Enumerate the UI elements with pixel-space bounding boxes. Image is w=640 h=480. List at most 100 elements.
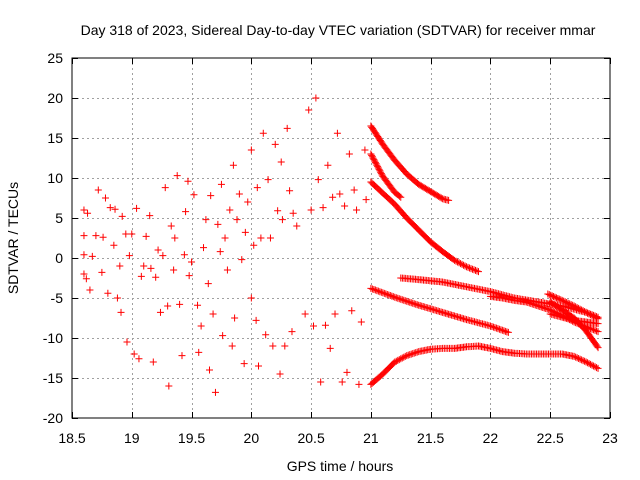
data-point-116: [336, 190, 344, 198]
track-6-point-72: [594, 328, 602, 336]
data-point-82: [252, 316, 260, 324]
data-point-17: [113, 294, 121, 302]
y-tick-label-0: -20: [43, 410, 63, 426]
track-5-point-139: [578, 356, 586, 364]
data-point-111: [324, 161, 332, 169]
track-2-point-83: [467, 265, 475, 273]
data-point-84: [255, 362, 263, 370]
data-point-15: [110, 241, 118, 249]
data-point-86: [259, 129, 267, 137]
data-point-125: [357, 318, 365, 326]
track-5-point-145: [587, 360, 595, 368]
track-5-point-141: [581, 357, 589, 365]
plot-frame: [71, 57, 611, 419]
data-point-122: [350, 186, 358, 194]
data-point-94: [277, 158, 285, 166]
track-8-point-16: [567, 301, 575, 309]
track-8-point-17: [569, 301, 577, 309]
data-point-100: [289, 209, 297, 217]
data-point-49: [184, 177, 192, 185]
data-point-22: [123, 338, 131, 346]
data-point-60: [207, 192, 215, 200]
track-5-point-26: [398, 354, 406, 362]
track-5-point-28: [401, 352, 409, 360]
track-6-point-70: [591, 326, 599, 334]
data-point-20: [118, 212, 126, 220]
track-2-point-82: [466, 264, 474, 272]
data-point-12: [101, 194, 109, 202]
data-point-30: [142, 232, 150, 240]
track-4-point-84: [494, 325, 502, 333]
track-7-point-42: [594, 344, 602, 352]
track-2-point-88: [474, 268, 482, 276]
y-tick-label-9: 25: [47, 50, 63, 66]
x-tick-label-0: 18.5: [58, 430, 85, 446]
data-point-4: [82, 275, 90, 283]
grid-lines: [72, 58, 610, 418]
track-2-point-79: [461, 262, 469, 270]
data-point-51: [188, 258, 196, 266]
track-2-point-78: [460, 261, 468, 269]
y-tick-label-6: 10: [47, 170, 63, 186]
track-5-point-142: [582, 358, 590, 366]
data-point-61: [209, 310, 217, 318]
data-point-97: [283, 124, 291, 132]
track-8-point-24: [579, 307, 587, 315]
track-8-point-25: [581, 308, 589, 316]
data-point-14: [106, 204, 114, 212]
data-point-112: [326, 344, 334, 352]
x-tick-label-9: 23: [602, 430, 618, 446]
track-1-point-33: [397, 193, 405, 201]
data-point-16: [111, 205, 119, 213]
data-point-66: [219, 332, 227, 340]
data-point-57: [202, 216, 210, 224]
track-4-point-5: [374, 287, 382, 295]
data-point-109: [319, 204, 327, 212]
track-5-point-137: [575, 355, 583, 362]
track-8-point-7: [554, 294, 562, 302]
track-8-point-14: [564, 299, 572, 307]
track-5-point-144: [585, 360, 593, 368]
data-point-124: [355, 380, 363, 388]
track-6-point-71: [593, 327, 601, 335]
data-point-54: [195, 348, 203, 356]
track-8-point-3: [548, 292, 556, 300]
track-4-point-91: [504, 328, 512, 336]
track-4-point-2: [370, 286, 378, 293]
data-point-93: [276, 370, 284, 378]
track-4-point-14: [388, 292, 396, 300]
track-1-point-32: [396, 192, 404, 200]
track-2-point-84: [469, 265, 477, 273]
data-point-29: [140, 262, 148, 270]
data-point-72: [231, 314, 239, 322]
track-5-point-148: [591, 363, 599, 371]
track-8-point-9: [557, 296, 565, 304]
data-point-27: [135, 355, 143, 363]
x-tick-label-5: 21: [363, 430, 379, 446]
track-2-point-80: [463, 263, 471, 271]
y-tick-label-1: -15: [43, 370, 63, 386]
data-point-32: [147, 264, 155, 272]
track-6-point-67: [587, 325, 595, 333]
track-4-point-11: [383, 290, 391, 298]
data-point-58: [204, 280, 212, 288]
data-point-11: [99, 233, 107, 241]
data-point-118: [341, 202, 349, 210]
data-point-5: [84, 209, 92, 217]
track-8-point-31: [590, 312, 598, 320]
track-4-point-87: [498, 326, 506, 334]
x-tick-label-3: 20: [244, 430, 260, 446]
data-point-108: [317, 378, 325, 386]
track-8-point-22: [576, 305, 584, 313]
y-tick-label-4: 0: [55, 250, 63, 266]
x-tick-label-2: 19.5: [178, 430, 205, 446]
track-2-point-75: [455, 259, 463, 267]
data-point-81: [250, 241, 258, 249]
track-8-point-26: [582, 308, 590, 316]
data-point-71: [229, 161, 237, 169]
data-point-7: [88, 252, 96, 260]
track-4-point-90: [503, 328, 511, 336]
data-point-24: [128, 230, 136, 238]
x-tick-label-8: 22.5: [537, 430, 564, 446]
data-point-113: [329, 193, 337, 201]
